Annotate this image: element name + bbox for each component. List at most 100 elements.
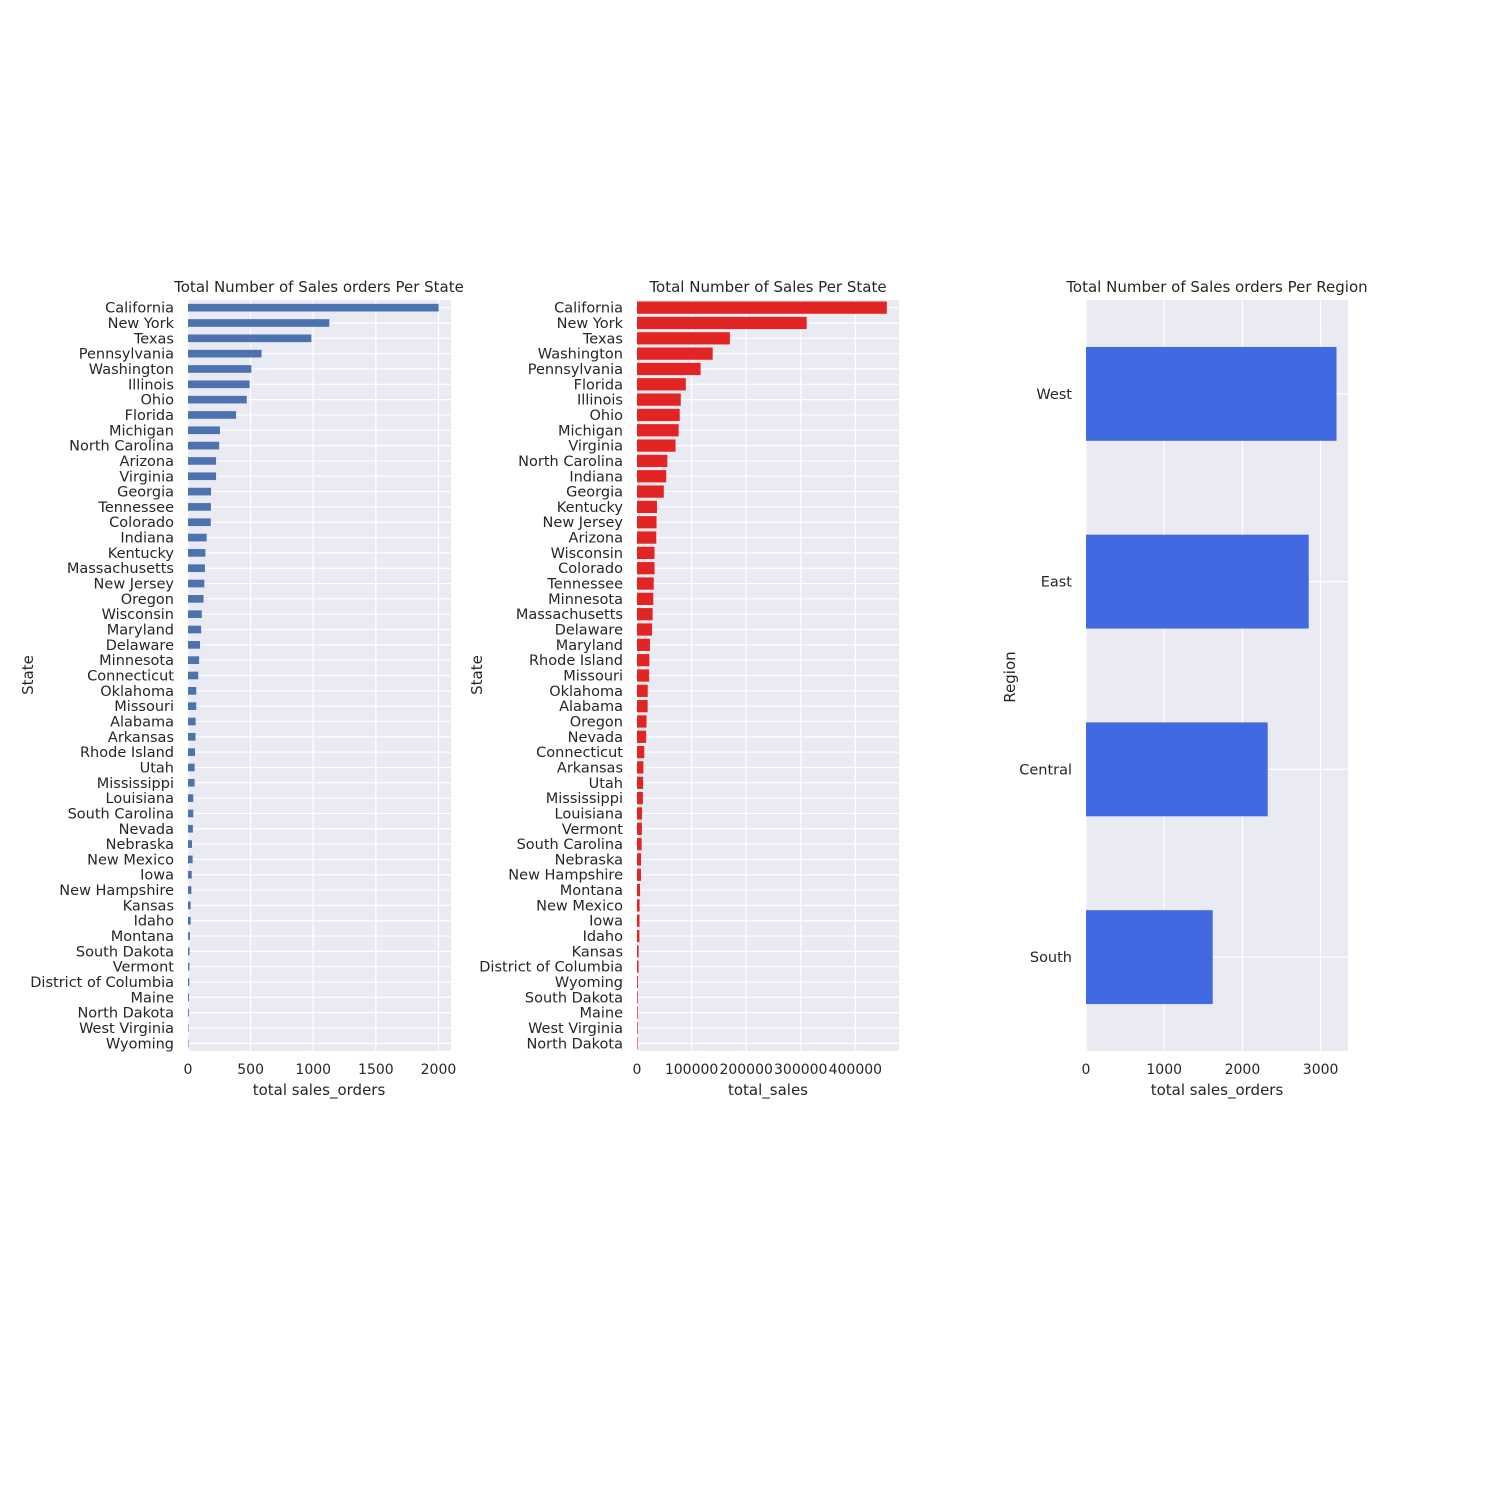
y-tick-label: Wyoming — [106, 1036, 174, 1052]
bar — [637, 623, 652, 636]
y-tick-label: Georgia — [117, 485, 174, 501]
chart1-y-axis-label: State — [19, 655, 37, 695]
bar — [188, 349, 262, 358]
y-tick-label: Washington — [89, 362, 174, 378]
bar — [188, 794, 194, 802]
x-tick-label: 300000 — [774, 1062, 827, 1078]
y-tick-label: Tennessee — [97, 500, 174, 516]
y-tick-label: District of Columbia — [30, 975, 174, 991]
y-tick-label: Wisconsin — [102, 607, 174, 623]
y-tick-label: East — [1041, 575, 1073, 591]
chart3-y-axis-label: Region — [1001, 651, 1019, 702]
y-tick-label: New Hampshire — [508, 868, 623, 884]
y-tick-label: Massachusetts — [516, 607, 623, 623]
bar — [637, 945, 639, 958]
y-tick-label: Arizona — [120, 454, 174, 470]
chart-sales-per-state: Total Number of Sales Per State Californ… — [468, 278, 899, 1100]
y-tick-label: South — [1030, 950, 1072, 966]
bar — [637, 408, 680, 422]
y-tick-label: New Jersey — [94, 577, 175, 593]
bar — [637, 684, 648, 697]
bar — [637, 562, 655, 575]
bar — [637, 654, 650, 667]
y-tick-label: Oklahoma — [549, 684, 623, 700]
y-tick-label: Kansas — [123, 898, 174, 914]
bar — [188, 809, 194, 818]
bar — [188, 748, 196, 756]
x-tick-label: 400000 — [829, 1062, 882, 1078]
y-tick-label: Minnesota — [548, 592, 623, 608]
bar — [188, 487, 212, 496]
bar — [188, 732, 196, 741]
bar — [637, 347, 713, 360]
chart2-y-axis-label: State — [468, 655, 486, 695]
x-tick-label: 2000 — [1225, 1062, 1261, 1078]
y-tick-label: Tennessee — [546, 577, 623, 593]
bar — [188, 870, 192, 879]
bar — [188, 824, 193, 833]
bar — [188, 1024, 189, 1032]
y-tick-label: Delaware — [555, 623, 623, 639]
bar — [637, 301, 887, 314]
y-tick-label: South Carolina — [517, 837, 623, 853]
y-tick-label: Indiana — [120, 531, 174, 547]
y-tick-label: South Carolina — [68, 806, 174, 822]
y-tick-label: Arkansas — [108, 730, 174, 746]
bar — [637, 807, 643, 820]
bar — [637, 715, 647, 728]
y-tick-label: West Virginia — [528, 1021, 623, 1037]
chart3-title: Total Number of Sales orders Per Region — [1065, 278, 1367, 296]
x-tick-label: 1000 — [1146, 1062, 1182, 1078]
bar — [188, 901, 191, 910]
bar — [188, 993, 190, 1002]
chart-orders-per-region: Total Number of Sales orders Per Region … — [1001, 278, 1368, 1100]
y-tick-label: Mississippi — [546, 791, 623, 807]
bar — [188, 778, 195, 787]
x-tick-label: 0 — [184, 1062, 193, 1078]
y-tick-label: Colorado — [558, 561, 623, 577]
bar — [637, 791, 643, 805]
y-tick-label: Missouri — [563, 669, 623, 685]
y-tick-label: Florida — [574, 377, 623, 393]
y-tick-label: South Dakota — [76, 944, 174, 960]
bar — [188, 686, 197, 695]
bar — [637, 960, 639, 973]
y-tick-label: Ohio — [589, 408, 623, 424]
y-tick-label: Idaho — [583, 929, 624, 945]
y-tick-label: Minnesota — [99, 653, 174, 669]
bar — [1086, 722, 1268, 817]
bar — [637, 516, 657, 529]
bar — [637, 1006, 638, 1019]
y-tick-label: Louisiana — [555, 806, 623, 822]
bar — [188, 978, 190, 986]
bar — [637, 332, 730, 345]
bar — [637, 500, 657, 514]
bar — [637, 638, 650, 651]
y-tick-label: Massachusetts — [67, 561, 174, 577]
y-tick-label: Pennsylvania — [79, 347, 174, 363]
y-tick-label: North Carolina — [69, 439, 174, 455]
bar — [188, 1008, 189, 1017]
x-tick-label: 500 — [237, 1062, 264, 1078]
bar — [188, 932, 190, 940]
y-tick-label: New Jersey — [543, 515, 624, 531]
bar — [637, 853, 642, 866]
bar — [637, 362, 701, 376]
y-tick-label: Alabama — [559, 699, 623, 715]
y-tick-label: Nevada — [568, 730, 623, 746]
bar — [637, 454, 668, 468]
bar — [637, 592, 654, 605]
y-tick-label: Idaho — [134, 914, 175, 930]
bar — [188, 579, 205, 588]
y-tick-label: Rhode Island — [80, 745, 174, 761]
y-tick-label: District of Columbia — [479, 960, 623, 976]
y-tick-label: North Dakota — [77, 1006, 174, 1022]
bar — [637, 837, 642, 851]
bar — [188, 503, 211, 511]
y-tick-label: Montana — [560, 883, 623, 899]
bar — [637, 393, 681, 406]
y-tick-label: Indiana — [569, 469, 623, 485]
y-tick-label: Maine — [579, 1006, 623, 1022]
bar — [188, 472, 217, 481]
